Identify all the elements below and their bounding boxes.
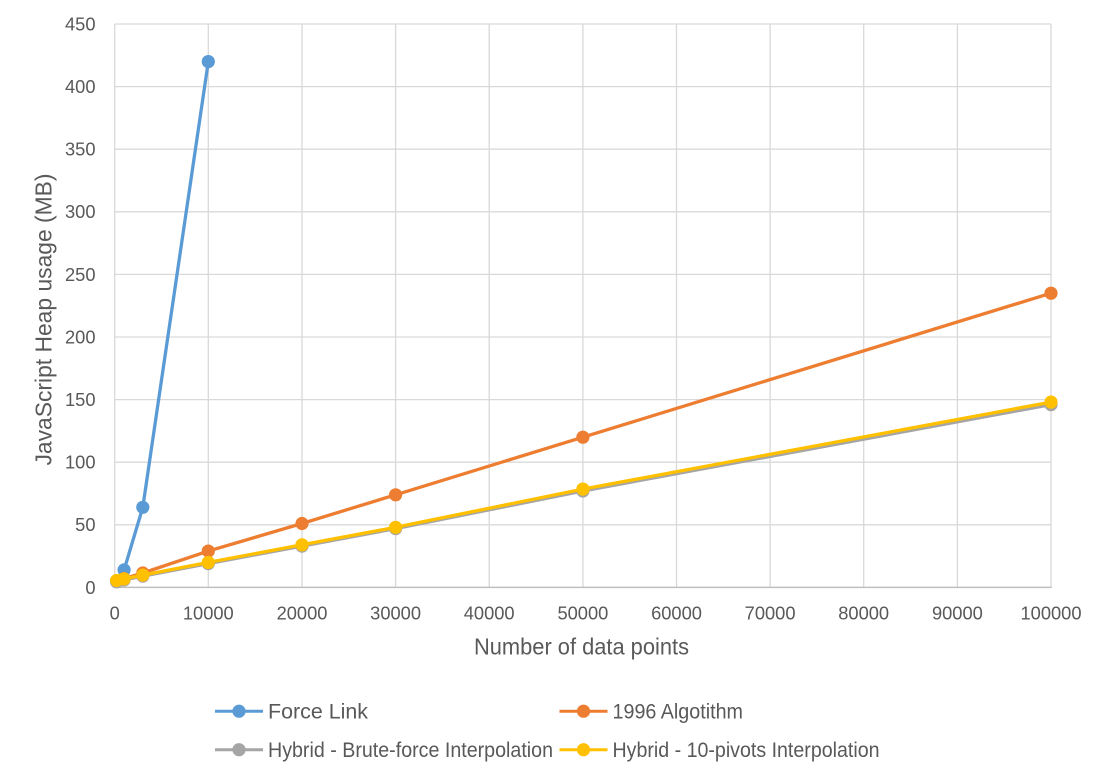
svg-text:100000: 100000 <box>1020 603 1081 624</box>
svg-text:1996 Algotithm: 1996 Algotithm <box>613 700 744 724</box>
svg-text:200: 200 <box>65 326 96 347</box>
svg-text:30000: 30000 <box>370 603 421 624</box>
svg-text:Hybrid - 10-pivots Interpolati: Hybrid - 10-pivots Interpolation <box>613 738 880 762</box>
svg-text:10000: 10000 <box>183 603 234 624</box>
svg-text:450: 450 <box>65 13 96 34</box>
svg-text:20000: 20000 <box>277 603 328 624</box>
svg-text:Number of data points: Number of data points <box>474 633 689 659</box>
svg-text:50: 50 <box>75 514 95 535</box>
svg-text:Force Link: Force Link <box>268 700 368 724</box>
svg-text:60000: 60000 <box>651 603 702 624</box>
svg-text:JavaScript Heap usage (MB): JavaScript Heap usage (MB) <box>31 174 57 466</box>
svg-text:Hybrid - Brute-force Interpola: Hybrid - Brute-force Interpolation <box>268 738 553 762</box>
svg-text:0: 0 <box>110 603 120 624</box>
svg-text:40000: 40000 <box>464 603 515 624</box>
svg-text:70000: 70000 <box>745 603 796 624</box>
svg-text:350: 350 <box>65 139 96 160</box>
svg-text:0: 0 <box>85 577 95 598</box>
svg-text:150: 150 <box>65 389 96 410</box>
svg-text:90000: 90000 <box>932 603 983 624</box>
svg-text:50000: 50000 <box>557 603 608 624</box>
svg-text:400: 400 <box>65 76 96 97</box>
svg-text:300: 300 <box>65 201 96 222</box>
svg-text:250: 250 <box>65 264 96 285</box>
svg-text:80000: 80000 <box>838 603 889 624</box>
svg-text:100: 100 <box>65 452 96 473</box>
